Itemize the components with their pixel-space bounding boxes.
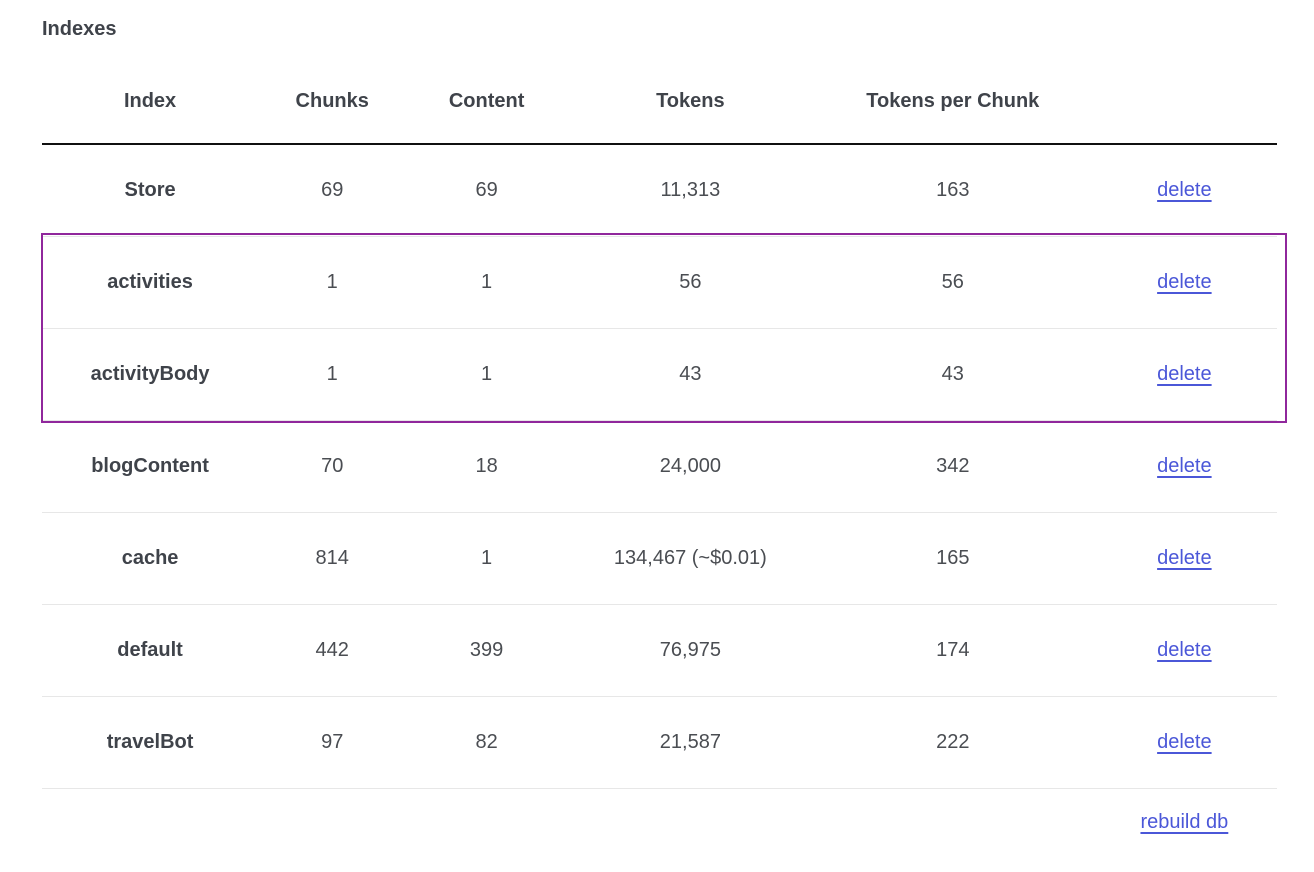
content-value: 1	[481, 270, 493, 293]
actions-cell: delete	[1092, 420, 1277, 512]
tokens-per-chunk-value: 43	[941, 362, 964, 385]
indexes-table: Index Chunks Content Tokens Tokens per C…	[42, 60, 1277, 789]
table-footer: rebuild db	[42, 807, 1277, 839]
rebuild-db-link[interactable]: rebuild db	[1140, 810, 1229, 833]
delete-link[interactable]: delete	[1157, 546, 1212, 569]
tokens-value: 134,467 (~$0.01)	[613, 546, 767, 569]
chunks-value: 442	[315, 638, 349, 661]
actions-cell: delete	[1092, 696, 1277, 788]
chunks-value: 97	[321, 730, 344, 753]
table-row-activities: activities 1 1 56 56 delete	[42, 236, 1277, 328]
tokens-value: 24,000	[659, 454, 721, 477]
col-header-actions	[1092, 60, 1277, 144]
actions-cell: delete	[1092, 512, 1277, 604]
table-row-blogcontent: blogContent 70 18 24,000 342 delete	[42, 420, 1277, 512]
actions-cell: delete	[1092, 328, 1277, 420]
col-header-index: Index	[123, 90, 177, 112]
col-header-chunks: Chunks	[295, 90, 369, 112]
actions-cell: delete	[1092, 236, 1277, 328]
tokens-value: 76,975	[659, 638, 721, 661]
tokens-value: 43	[679, 362, 702, 385]
content-value: 399	[469, 638, 504, 661]
tokens-value: 56	[679, 270, 702, 293]
indexes-page: Indexes Index Chunks Content Tokens Toke…	[41, 18, 1287, 839]
footer-action-col: rebuild db	[1092, 807, 1277, 839]
page-title: Indexes	[42, 18, 117, 40]
delete-link[interactable]: delete	[1157, 454, 1212, 477]
index-name: cache	[121, 546, 179, 569]
tokens-per-chunk-value: 56	[941, 270, 964, 293]
content-value: 69	[475, 178, 498, 201]
col-header-tokens-per-chunk: Tokens per Chunk	[866, 90, 1040, 112]
index-name: Store	[124, 178, 176, 201]
indexes-table-wrap: Index Chunks Content Tokens Tokens per C…	[41, 60, 1287, 789]
table-row-cache: cache 814 1 134,467 (~$0.01) 165 delete	[42, 512, 1277, 604]
chunks-value: 70	[321, 454, 344, 477]
index-name: activities	[107, 270, 193, 293]
actions-cell: delete	[1092, 144, 1277, 236]
delete-link[interactable]: delete	[1157, 178, 1212, 201]
chunks-value: 69	[321, 178, 344, 201]
tokens-per-chunk-value: 163	[936, 178, 970, 201]
index-name: activityBody	[90, 362, 210, 385]
index-name: blogContent	[91, 454, 209, 477]
table-row-activitybody: activityBody 1 1 43 43 delete	[42, 328, 1277, 420]
content-value: 82	[475, 730, 498, 753]
col-header-content: Content	[448, 90, 525, 112]
delete-link[interactable]: delete	[1157, 362, 1212, 385]
tokens-value: 21,587	[659, 730, 721, 753]
content-value: 1	[481, 546, 493, 569]
tokens-per-chunk-value: 222	[936, 730, 970, 753]
tokens-per-chunk-value: 165	[936, 546, 970, 569]
chunks-value: 1	[326, 362, 338, 385]
content-value: 1	[481, 362, 493, 385]
table-row-default: default 442 399 76,975 174 delete	[42, 604, 1277, 696]
delete-link[interactable]: delete	[1157, 270, 1212, 293]
chunks-value: 814	[315, 546, 349, 569]
table-row-travelbot: travelBot 97 82 21,587 222 delete	[42, 696, 1277, 788]
header-row: Index Chunks Content Tokens Tokens per C…	[42, 60, 1277, 144]
tokens-per-chunk-value: 342	[936, 454, 970, 477]
col-header-tokens: Tokens	[656, 90, 725, 112]
content-value: 18	[475, 454, 498, 477]
delete-link[interactable]: delete	[1157, 730, 1212, 753]
table-row-store: Store 69 69 11,313 163 delete	[42, 144, 1277, 236]
tokens-value: 11,313	[660, 178, 721, 201]
delete-link[interactable]: delete	[1157, 638, 1212, 661]
actions-cell: delete	[1092, 604, 1277, 696]
index-name: default	[117, 638, 183, 661]
chunks-value: 1	[326, 270, 338, 293]
tokens-per-chunk-value: 174	[936, 638, 970, 661]
index-name: travelBot	[106, 730, 194, 753]
